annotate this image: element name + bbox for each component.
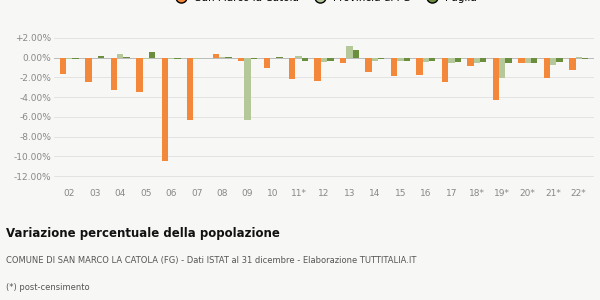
- Bar: [448, 58, 455, 63]
- Legend: San Marco la Catola, Provincia di FG, Puglia: San Marco la Catola, Provincia di FG, Pu…: [167, 0, 481, 7]
- Bar: [168, 58, 175, 59]
- Bar: [353, 50, 359, 58]
- Bar: [397, 58, 404, 61]
- Bar: [372, 58, 378, 61]
- Bar: [518, 58, 524, 63]
- Bar: [289, 58, 295, 80]
- Bar: [244, 58, 251, 120]
- Bar: [416, 58, 423, 75]
- Bar: [467, 58, 473, 65]
- Text: COMUNE DI SAN MARCO LA CATOLA (FG) - Dati ISTAT al 31 dicembre - Elaborazione TU: COMUNE DI SAN MARCO LA CATOLA (FG) - Dat…: [6, 256, 416, 266]
- Bar: [493, 58, 499, 100]
- Bar: [136, 58, 143, 92]
- Bar: [161, 58, 168, 161]
- Bar: [295, 56, 302, 58]
- Bar: [212, 54, 219, 58]
- Bar: [314, 58, 321, 81]
- Bar: [569, 58, 575, 70]
- Bar: [149, 52, 155, 58]
- Bar: [346, 46, 353, 58]
- Bar: [499, 58, 505, 78]
- Bar: [340, 58, 346, 63]
- Bar: [60, 58, 66, 74]
- Bar: [85, 58, 92, 82]
- Bar: [575, 57, 582, 58]
- Bar: [187, 58, 193, 120]
- Bar: [302, 58, 308, 61]
- Bar: [365, 58, 372, 73]
- Bar: [531, 58, 538, 63]
- Bar: [117, 54, 124, 58]
- Bar: [544, 58, 550, 78]
- Bar: [404, 58, 410, 61]
- Bar: [124, 57, 130, 58]
- Bar: [556, 58, 563, 62]
- Bar: [219, 57, 225, 58]
- Bar: [442, 58, 448, 82]
- Bar: [505, 58, 512, 63]
- Bar: [480, 58, 487, 62]
- Bar: [524, 58, 531, 63]
- Text: Variazione percentuale della popolazione: Variazione percentuale della popolazione: [6, 226, 280, 239]
- Bar: [263, 58, 270, 68]
- Bar: [225, 57, 232, 58]
- Text: (*) post-censimento: (*) post-censimento: [6, 284, 89, 292]
- Bar: [276, 57, 283, 58]
- Bar: [473, 58, 480, 63]
- Bar: [429, 58, 436, 61]
- Bar: [327, 58, 334, 61]
- Bar: [455, 58, 461, 62]
- Bar: [423, 58, 429, 62]
- Bar: [391, 58, 397, 76]
- Bar: [238, 58, 244, 61]
- Bar: [321, 58, 327, 62]
- Bar: [110, 58, 117, 90]
- Bar: [98, 56, 104, 58]
- Bar: [550, 58, 556, 64]
